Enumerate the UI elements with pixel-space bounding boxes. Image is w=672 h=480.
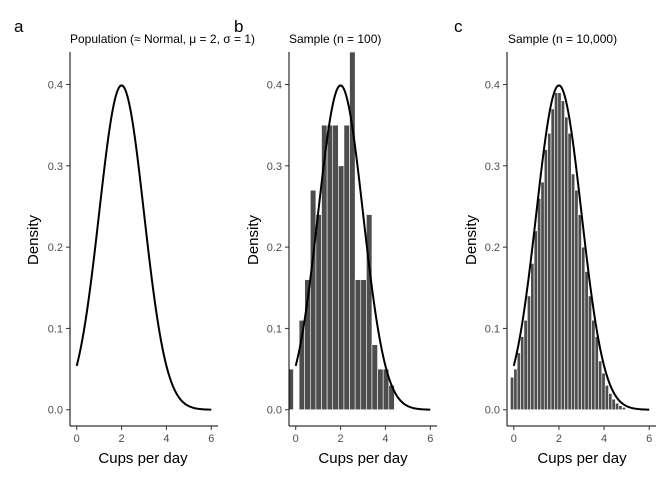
histogram-bar-15: [560, 100, 565, 411]
histogram-bar-12: [550, 108, 555, 411]
histogram-bar-4: [315, 214, 322, 411]
x-tick-label: 6: [208, 433, 214, 445]
histogram-bar-0: [288, 368, 294, 411]
panel-letter: b: [234, 17, 243, 36]
histogram-bar-7: [332, 124, 339, 411]
density-curve: [294, 84, 431, 411]
histogram-bar-16: [564, 116, 569, 411]
histogram-bar-7: [533, 230, 538, 411]
x-tick-label: 2: [556, 433, 562, 445]
x-tick-label: 4: [382, 433, 388, 445]
y-tick-label: 0.0: [267, 405, 282, 417]
histogram-bar-13: [366, 214, 373, 411]
y-tick-label: 0.0: [485, 405, 500, 417]
histogram-bar-3: [520, 336, 525, 411]
histogram-bar-9: [343, 124, 350, 411]
y-tick-label: 0.2: [48, 242, 63, 254]
y-axis-label: Density: [245, 214, 262, 265]
histogram-bar-28: [604, 385, 609, 411]
histogram-bar-13: [554, 92, 559, 411]
histogram-bar-9: [540, 181, 545, 411]
histogram-bar-24: [591, 319, 596, 411]
histogram-bar-6: [326, 124, 334, 411]
x-axis-label: Cups per day: [98, 450, 188, 467]
histogram-bar-12: [360, 279, 367, 411]
y-tick-label: 0.1: [267, 323, 282, 335]
x-axis-label: Cups per day: [537, 450, 627, 467]
x-tick-label: 2: [119, 433, 125, 445]
x-tick-label: 4: [163, 433, 169, 445]
histogram-bar-19: [574, 189, 579, 411]
x-tick-label: 6: [646, 433, 652, 445]
y-tick-label: 0.3: [267, 161, 282, 173]
histogram-bar-6: [530, 263, 535, 411]
histogram-bar-1: [513, 368, 518, 411]
histogram-bar-8: [537, 198, 542, 411]
histogram-bar-10: [543, 149, 548, 411]
histogram-bar-30: [611, 398, 616, 411]
density-curve: [512, 84, 650, 411]
y-tick-label: 0.1: [485, 323, 500, 335]
histogram-bar-8: [338, 165, 345, 411]
y-tick-label: 0.4: [267, 80, 282, 92]
x-tick-label: 0: [293, 433, 299, 445]
y-tick-label: 0.1: [48, 323, 63, 335]
x-tick-label: 4: [601, 433, 607, 445]
panel-title: Sample (n = 100): [289, 32, 381, 46]
histogram-bar-15: [377, 368, 384, 411]
x-tick-label: 0: [74, 433, 80, 445]
histogram-bar-14: [557, 92, 562, 411]
panel-letter: a: [14, 17, 24, 36]
y-tick-label: 0.4: [48, 80, 63, 92]
panel-c: c Sample (n = 10,000) Cups per day Densi…: [454, 17, 656, 467]
histogram-bar-5: [527, 295, 532, 411]
histogram-bar-18: [571, 173, 576, 411]
histogram-bar-29: [608, 393, 613, 411]
histogram-bar-31: [615, 402, 620, 411]
histogram-bar-11: [354, 279, 362, 411]
y-axis-label: Density: [463, 214, 480, 265]
y-tick-label: 0.2: [485, 242, 500, 254]
y-tick-label: 0.2: [267, 242, 282, 254]
panel-title: Population (≈ Normal, μ = 2, σ = 1): [70, 32, 255, 46]
panel-letter: c: [454, 17, 463, 36]
histogram-bar-10: [349, 51, 356, 411]
x-tick-label: 2: [338, 433, 344, 445]
y-axis-label: Density: [25, 214, 42, 265]
histogram-bar-4: [523, 319, 528, 411]
histogram-bar-25: [594, 336, 599, 411]
panel-a: a Population (≈ Normal, μ = 2, σ = 1) Cu…: [14, 17, 255, 467]
histogram-bar-0: [510, 376, 515, 411]
y-tick-label: 0.0: [48, 405, 63, 417]
panel-title: Sample (n = 10,000): [508, 32, 617, 46]
histogram-bar-11: [547, 133, 552, 411]
histogram-bar-17: [567, 133, 572, 411]
histogram-bar-33: [621, 406, 626, 411]
x-tick-label: 6: [427, 433, 433, 445]
histogram-bar-21: [581, 246, 586, 411]
histogram-bar-20: [577, 214, 582, 411]
density-curve: [75, 84, 212, 411]
x-axis-label: Cups per day: [318, 450, 408, 467]
histogram-bar-3: [309, 189, 317, 411]
histogram-bar-27: [601, 372, 606, 411]
panel-b: b Sample (n = 100) Cups per day Density …: [234, 17, 437, 467]
x-tick-label: 0: [511, 433, 517, 445]
histogram-bar-32: [618, 405, 623, 411]
histogram-bar-2: [516, 352, 521, 411]
histogram-bar-26: [598, 360, 603, 411]
y-tick-label: 0.4: [485, 80, 500, 92]
histogram-bar-14: [371, 344, 378, 411]
y-tick-label: 0.3: [48, 161, 63, 173]
y-tick-label: 0.3: [485, 161, 500, 173]
histogram-bar-23: [587, 295, 592, 411]
histogram-bar-22: [584, 271, 589, 411]
